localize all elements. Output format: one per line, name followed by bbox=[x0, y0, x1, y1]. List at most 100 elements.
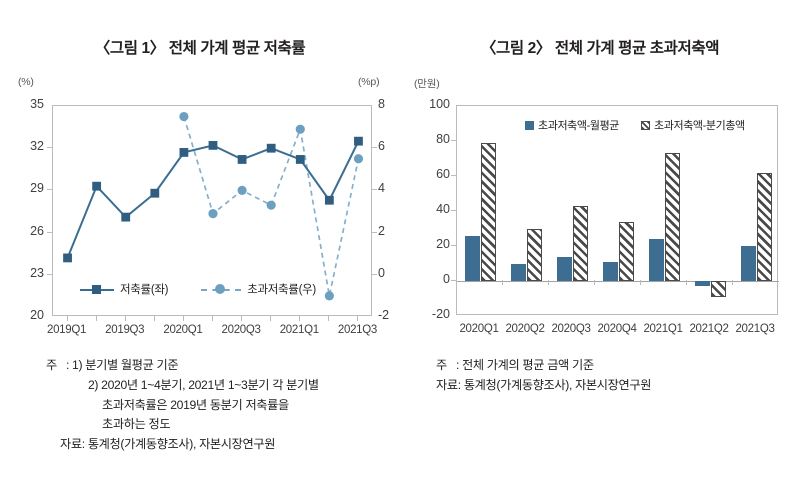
figure-2-note-text: 전체 가계의 평균 금액 기준 bbox=[462, 358, 594, 372]
figure-2-ytick-mark bbox=[451, 140, 456, 141]
figure-1-title: 〈그림 1〉 전체 가계 평균 저축률 bbox=[94, 40, 306, 57]
figure-1-xtick-label: 2020Q3 bbox=[221, 324, 261, 336]
figure-2-legend: 초과저축액-월평균 초과저축액-분기총액 bbox=[525, 117, 745, 133]
figure-2-xtick-mark bbox=[502, 280, 503, 285]
figure-1-legend: 저축률(좌) 초과저축률(우) bbox=[80, 281, 316, 297]
figure-2-xtick-mark bbox=[548, 280, 549, 285]
figure-1-ytick-right-mark bbox=[372, 147, 377, 149]
figure-2-ytick-mark bbox=[451, 175, 456, 176]
figure-2-legend-label: 초과저축액-분기총액 bbox=[654, 120, 745, 132]
figure-1-ytick-left-mark bbox=[47, 147, 52, 149]
figure-2-monthly-average-bar bbox=[740, 246, 756, 281]
figure-1-excess-rate-point bbox=[237, 185, 247, 195]
figure-2-left-unit: (만원) bbox=[414, 78, 440, 90]
figure-1-xtick-mark bbox=[95, 316, 97, 321]
figure-2-panel: 〈그림 2〉 전체 가계 평균 초과저축액 (만원) -20 0 20 40 60 80 1… bbox=[400, 0, 800, 485]
figure-1-xtick-label: 2019Q1 bbox=[46, 324, 87, 336]
figure-2-ytick-label: 80 bbox=[436, 132, 450, 146]
figure-1-excess-rate-point bbox=[208, 209, 218, 219]
figure-1-panel: 〈그림 1〉 전체 가계 평균 저축률 (%) (%p) 20 23 26 29 32 3… bbox=[18, 40, 396, 455]
figure-1-ytick-left: 20 bbox=[30, 308, 44, 322]
figure-1-xtick-mark bbox=[270, 316, 272, 321]
figure-2-ytick-mark bbox=[451, 245, 456, 246]
figure-1-xtick-mark bbox=[212, 316, 213, 321]
figure-1-excess-rate-point bbox=[179, 111, 189, 122]
figure-1-savings-rate-point bbox=[121, 212, 131, 222]
figure-1-note-text: 2) 2020년 1~4분기, 2021년 1~3분기 각 분기별 bbox=[88, 377, 319, 392]
figure-1-savings-rate-point bbox=[63, 253, 72, 263]
figure-1-excess-rate-point bbox=[266, 200, 276, 210]
figure-1-excess-rate-point bbox=[324, 291, 334, 301]
figure-1-ytick-right: 0 bbox=[378, 265, 385, 280]
figure-2-legend-item: 초과저축액-분기총액 bbox=[641, 117, 745, 133]
figure-2-bar-series bbox=[457, 106, 779, 316]
figure-1-note-text: 초과저축률은 2019년 동분기 저축률을 bbox=[102, 397, 289, 412]
figure-1-line-series bbox=[63, 111, 364, 301]
figure-2-ytick-label: 100 bbox=[429, 97, 450, 111]
figure-2-note-key: 자료: bbox=[436, 377, 464, 392]
figure-2-ytick-label: -20 bbox=[431, 307, 450, 321]
figure-1-ytick-right: 2 bbox=[378, 223, 385, 238]
figure-1-note-line: 주 : 1) 분기별 월평균 기준 bbox=[46, 356, 396, 376]
figure-1-legend-label: 초과저축률(우) bbox=[247, 284, 316, 296]
figure-2-xtick-label: 2021Q3 bbox=[735, 323, 775, 335]
figure-2-monthly-average-bar bbox=[464, 235, 480, 281]
figure-2-monthly-average-bar bbox=[510, 263, 526, 281]
figure-1-xtick-mark bbox=[182, 316, 184, 321]
figure-2-monthly-average-bar bbox=[648, 239, 664, 281]
figure-1-ytick-left: 23 bbox=[30, 265, 44, 280]
figure-2-quarterly-total-bar bbox=[664, 153, 680, 281]
figure-1-xtick-mark bbox=[153, 316, 155, 321]
figure-2-xtick-label: 2021Q1 bbox=[643, 323, 683, 335]
figure-2-quarterly-total-bar bbox=[618, 221, 634, 281]
figure-1-xtick-label: 2019Q3 bbox=[105, 324, 145, 336]
figure-2-xtick-label: 2020Q1 bbox=[459, 323, 499, 335]
figure-1-savings-rate-point bbox=[354, 136, 363, 146]
figure-2-xtick-mark bbox=[640, 280, 641, 285]
figure-2-monthly-average-bar bbox=[694, 281, 710, 287]
monthly-average-legend-icon bbox=[525, 120, 534, 130]
figure-2-xtick-label: 2020Q2 bbox=[505, 323, 545, 335]
figure-2-zero-line bbox=[457, 281, 779, 282]
figure-1-savings-rate-line bbox=[66, 140, 360, 259]
figure-2-title: 〈그림 2〉 전체 가계 평균 초과저축액 bbox=[480, 40, 720, 57]
figure-1-savings-rate-point bbox=[324, 195, 334, 205]
figure-1-xtick-mark bbox=[357, 316, 359, 321]
figure-2-note-key: 주 : bbox=[436, 358, 463, 372]
figure-2-note-line: 주 : 전체 가계의 평균 금액 기준 bbox=[436, 356, 796, 376]
figure-1-note-line: 자료: 통계청(가계동향조사), 자본시장연구원 bbox=[46, 435, 396, 455]
figure-1-note-key: 주 : bbox=[46, 358, 73, 372]
figure-1-note-line: 초과저축률은 2019년 동분기 저축률을 bbox=[46, 396, 396, 416]
figure-1-xtick-label: 2021Q1 bbox=[279, 324, 319, 336]
figure-1-xtick-mark bbox=[328, 316, 330, 321]
figure-2-quarterly-total-bar bbox=[710, 281, 726, 297]
figure-2-xtick-mark bbox=[594, 280, 595, 285]
figure-2-legend-label: 초과저축액-월평균 bbox=[538, 120, 620, 132]
figure-1-savings-rate-point bbox=[208, 140, 218, 150]
figure-1-legend-label: 저축률(좌) bbox=[120, 284, 169, 296]
figure-1-excess-rate-point bbox=[295, 124, 305, 134]
figure-1-ytick-right: 4 bbox=[378, 181, 385, 196]
figure-1-ytick-right-mark bbox=[372, 189, 377, 191]
figure-1-note-text: 통계청(가계동향조사), 자본시장연구원 bbox=[87, 437, 276, 452]
figure-2-xtick-label: 2021Q2 bbox=[689, 323, 729, 335]
figure-2-xtick-label: 2020Q3 bbox=[551, 323, 591, 335]
figure-2-ytick-mark bbox=[451, 210, 456, 211]
figure-2-legend-item: 초과저축액-월평균 bbox=[525, 117, 619, 133]
figure-2-ytick-mark bbox=[451, 280, 456, 281]
figure-1-xtick-mark bbox=[66, 316, 68, 321]
figure-1-ytick-left: 26 bbox=[30, 223, 44, 238]
figure-2-ytick-label: 60 bbox=[436, 167, 450, 181]
figure-1-ytick-left: 29 bbox=[30, 181, 44, 196]
figure-2-ytick-label: 40 bbox=[436, 202, 450, 216]
figure-2-notes: 주 : 전체 가계의 평균 금액 기준 자료: 통계청(가계동향조사), 자본시장… bbox=[436, 356, 796, 396]
savings-rate-legend-icon bbox=[80, 284, 114, 295]
figure-1-savings-rate-point bbox=[237, 155, 247, 164]
figure-2-note-line: 자료: 통계청(가계동향조사), 자본시장연구원 bbox=[436, 376, 796, 396]
figure-2-note-text: 통계청(가계동향조사), 자본시장연구원 bbox=[463, 377, 652, 392]
figure-1-note-text: 1) 분기별 월평균 기준 bbox=[72, 358, 179, 372]
figure-1-xtick-mark bbox=[241, 316, 243, 321]
figure-2-ytick-label: 20 bbox=[436, 237, 450, 251]
figure-1-savings-rate-point bbox=[92, 181, 102, 191]
